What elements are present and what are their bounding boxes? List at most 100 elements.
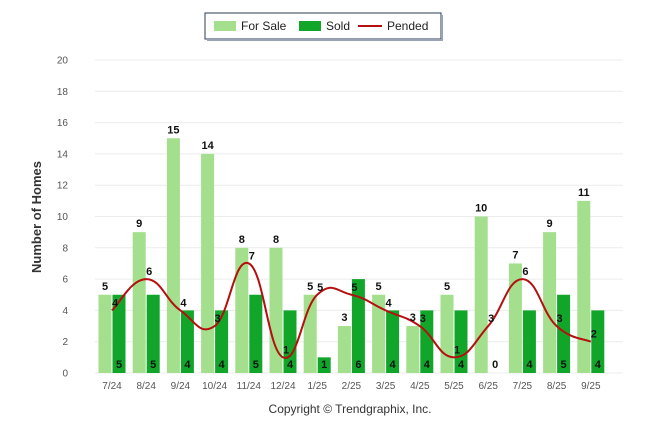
- label-pended: 1: [454, 344, 460, 356]
- bar-sold: [557, 294, 571, 373]
- label-pended: 6: [146, 266, 152, 278]
- label-for-sale: 5: [376, 281, 382, 293]
- bar-for-sale: [406, 326, 420, 373]
- bar-sold: [522, 310, 536, 373]
- legend-box: [204, 12, 442, 40]
- y-tick-label: 4: [62, 306, 68, 317]
- x-tick-label: 12/24: [270, 381, 295, 392]
- label-pended: 5: [317, 282, 323, 294]
- x-tick-label: 8/24: [136, 381, 156, 392]
- bar-sold: [180, 310, 194, 373]
- x-tick-label: 1/25: [307, 381, 327, 392]
- label-pended: 6: [522, 266, 528, 278]
- x-tick-label: 9/25: [581, 381, 601, 392]
- x-tick-label: 5/25: [444, 381, 464, 392]
- bar-for-sale: [508, 263, 522, 373]
- bar-for-sale: [577, 200, 591, 373]
- label-sold: 5: [561, 359, 567, 371]
- label-sold: 5: [253, 359, 259, 371]
- legend-swatch-sold: [299, 21, 321, 31]
- label-for-sale: 5: [102, 281, 108, 293]
- label-pended: 3: [488, 313, 494, 325]
- y-axis-title: Number of Homes: [29, 161, 44, 273]
- value-labels: 5595154144858451365434541007495114464371…: [102, 124, 602, 371]
- x-axis: 7/24 8/24 9/24 10/24 11/24 12/24 1/25 2/25 3/25 4…: [102, 381, 601, 392]
- label-sold: 4: [287, 359, 294, 371]
- bar-for-sale: [337, 326, 351, 373]
- label-for-sale: 9: [547, 218, 553, 230]
- label-for-sale: 5: [444, 281, 450, 293]
- y-tick-label: 16: [57, 118, 69, 129]
- x-tick-label: 7/25: [513, 381, 533, 392]
- legend-shadow: [207, 39, 443, 41]
- x-tick-label: 7/24: [102, 381, 122, 392]
- label-for-sale: 9: [136, 218, 142, 230]
- label-sold: 4: [526, 359, 533, 371]
- legend: For Sale Sold Pended: [204, 12, 443, 41]
- bar-for-sale: [543, 232, 557, 373]
- label-pended: 4: [112, 297, 119, 309]
- label-pended: 4: [180, 297, 187, 309]
- legend-shadow: [441, 15, 443, 41]
- y-tick-label: 20: [57, 56, 69, 67]
- y-tick-label: 6: [62, 275, 68, 286]
- bar-sold: [386, 310, 400, 373]
- y-tick-label: 2: [62, 337, 68, 348]
- bar-for-sale: [440, 294, 454, 373]
- bar-for-sale: [372, 294, 386, 373]
- label-for-sale: 7: [512, 249, 518, 261]
- label-for-sale: 14: [201, 140, 214, 152]
- label-pended: 7: [249, 250, 255, 262]
- bar-for-sale: [235, 247, 249, 373]
- x-tick-label: 10/24: [202, 381, 227, 392]
- label-pended: 3: [215, 313, 221, 325]
- bar-for-sale: [166, 138, 180, 373]
- bar-sold: [317, 357, 331, 373]
- bar-sold: [249, 294, 263, 373]
- label-sold: 1: [321, 359, 327, 371]
- label-sold: 4: [595, 359, 602, 371]
- y-axis: 0 2 4 6 8 10 12 14 16 18 20: [57, 56, 69, 380]
- label-pended: 4: [386, 297, 393, 309]
- bars: [98, 138, 605, 373]
- label-pended: 3: [420, 313, 426, 325]
- legend-label-sold: Sold: [326, 19, 350, 33]
- label-sold: 5: [150, 359, 156, 371]
- pended-line-layer: [111, 262, 592, 359]
- label-pended: 3: [557, 313, 563, 325]
- x-tick-label: 6/25: [478, 381, 498, 392]
- label-sold: 4: [184, 359, 191, 371]
- y-tick-label: 8: [62, 243, 68, 254]
- label-for-sale: 3: [341, 312, 347, 324]
- label-for-sale: 15: [167, 124, 179, 136]
- label-pended: 1: [283, 344, 289, 356]
- bar-sold: [215, 310, 229, 373]
- y-tick-label: 12: [57, 181, 69, 192]
- label-pended: 2: [591, 329, 597, 341]
- bar-for-sale: [132, 232, 146, 373]
- label-sold: 4: [424, 359, 431, 371]
- bar-sold: [351, 279, 365, 373]
- y-tick-label: 14: [57, 149, 69, 160]
- label-sold: 6: [355, 359, 361, 371]
- label-sold: 4: [458, 359, 465, 371]
- x-tick-label: 9/24: [171, 381, 191, 392]
- bar-for-sale: [98, 294, 112, 373]
- bar-sold: [591, 310, 605, 373]
- label-sold: 4: [219, 359, 226, 371]
- y-tick-label: 10: [57, 212, 69, 223]
- label-for-sale: 8: [273, 234, 279, 246]
- bar-for-sale: [201, 153, 215, 373]
- bar-for-sale: [474, 216, 488, 373]
- x-tick-label: 11/24: [237, 381, 262, 392]
- label-pended: 5: [351, 282, 357, 294]
- label-sold: 5: [116, 359, 122, 371]
- x-tick-label: 4/25: [410, 381, 430, 392]
- bar-sold: [146, 294, 160, 373]
- x-tick-label: 3/25: [376, 381, 396, 392]
- label-for-sale: 10: [475, 203, 487, 215]
- pended-line: [111, 262, 592, 359]
- x-tick-label: 8/25: [547, 381, 567, 392]
- x-tick-label: 2/25: [342, 381, 362, 392]
